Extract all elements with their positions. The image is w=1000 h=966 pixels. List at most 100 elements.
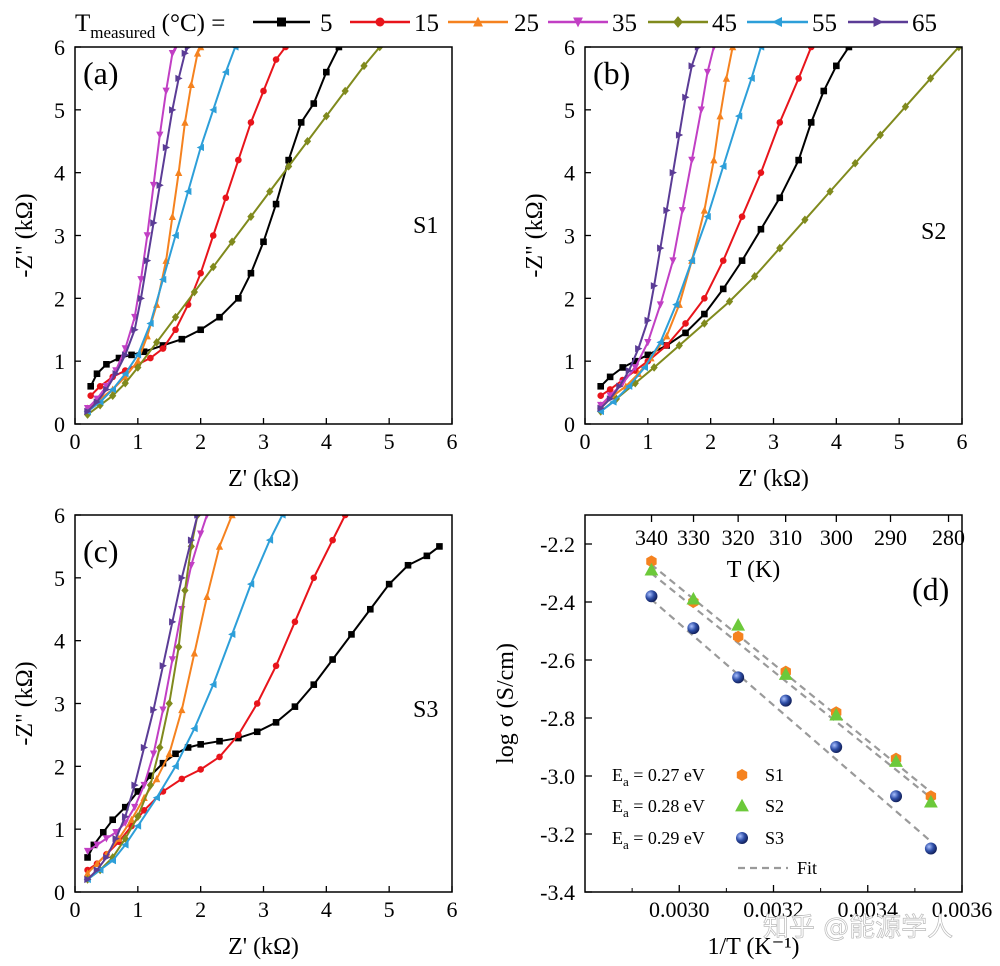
data-point-65 [175,74,183,83]
data-point-35 [606,392,614,400]
data-point-15 [235,731,242,739]
data-point-5 [606,373,614,381]
x-tick-label: 4 [321,429,332,454]
data-point-15 [247,119,255,126]
x-tick-label: 2 [195,897,206,922]
data-point-35 [149,750,158,758]
data-point-45 [209,262,217,272]
x-axis-label: Z' (kΩ) [738,466,809,492]
legend-prefix-sub: measured [90,23,156,42]
data-point-35 [83,404,92,413]
data-point-S2 [923,794,938,808]
data-point-55 [734,112,743,120]
y-tick-label: -2.4 [540,590,575,615]
series-line-25 [600,47,734,406]
data-point-45 [109,391,117,401]
data-point-S2 [731,618,746,631]
legend-ea-main: E [612,765,623,785]
panel-label: (c) [83,533,119,569]
x-tick-label: 5 [894,429,905,454]
legend-ea-sub: a [623,837,629,852]
plot-area [596,47,962,416]
data-point-55 [121,370,129,378]
y-tick-label: -3.0 [540,764,575,789]
legend-ea-S1: Ea = 0.27 eV [612,765,705,789]
data-point-35 [168,656,177,664]
data-point-25 [729,47,737,51]
x-tick-label: 3 [258,897,269,922]
data-point-15 [597,392,605,400]
x-tick-label: 0.0034 [838,897,899,922]
data-point-25 [153,774,161,783]
data-point-45 [121,834,129,843]
legend-label-S2: S2 [765,796,784,816]
data-point-55 [146,319,154,328]
data-point-25 [127,815,136,824]
y-tick-label: 1 [54,817,65,842]
data-point-55 [687,257,696,265]
data-point-15 [682,320,689,327]
y-tick-label: -2.2 [540,532,575,557]
data-point-65 [93,866,101,874]
data-point-S2 [829,707,844,721]
legend-label-5: 5 [320,10,333,37]
panel-c: 0 1 2 3 4 5 6 0 1 2 3 4 5 6 Z' (kΩ) -Z" (kΩ) (c) S3 [12,503,458,960]
data-point-15 [282,47,289,51]
data-point-65 [121,351,130,359]
panel-label: (a) [83,55,119,91]
data-point-45 [247,212,255,221]
legend-label-45: 45 [712,10,737,37]
data-point-25 [197,47,205,51]
data-point-35 [173,47,178,51]
data-point-65 [194,515,202,519]
data-point-65 [184,47,193,51]
y-tick-label: 4 [564,161,575,186]
data-point-65 [657,244,665,252]
data-point-35 [597,401,605,410]
data-point-35 [703,68,712,77]
data-point-15 [235,156,242,164]
legend-label-25: 25 [514,10,539,37]
y-tick-label: 0 [564,412,575,437]
data-point-5 [757,225,765,233]
x-tick-label: 1 [132,897,143,922]
data-point-5 [833,62,840,70]
data-point-65 [178,574,186,582]
data-point-55 [184,187,192,196]
legend-ea-sub: a [623,774,629,789]
data-point-55 [265,536,274,544]
data-point-15 [197,269,204,277]
x-tick-label: 6 [957,429,968,454]
top-tick-label: 330 [677,525,710,550]
legend-marker-25 [473,16,483,27]
y-tick-label: -3.2 [540,822,575,847]
series-line-55 [600,47,762,413]
data-point-15 [329,536,336,544]
data-point-45 [725,297,734,306]
data-point-5 [103,361,110,368]
data-point-15 [341,515,349,519]
data-point-5 [310,100,318,107]
legend-marker-S3 [736,832,748,844]
data-point-45 [171,312,180,322]
series-line-55 [86,47,237,413]
legend-prefix-unit: (°C) = [155,10,225,37]
y-tick-label: 1 [564,349,575,374]
data-point-45 [228,237,236,247]
x-tick-label: 3 [258,429,269,454]
data-point-5 [597,383,605,390]
data-point-5 [140,348,148,356]
data-point-45 [153,338,161,347]
data-point-15 [807,47,815,51]
data-point-35 [140,781,148,790]
x-tick-label: 6 [447,897,458,922]
data-point-55 [756,47,765,51]
data-point-5 [121,803,129,811]
data-point-55 [209,681,217,689]
data-point-5 [99,829,107,836]
legend-label-55: 55 [812,10,837,37]
data-point-65 [682,93,690,101]
data-point-55 [609,398,617,406]
data-point-45 [360,61,368,71]
data-point-5 [701,310,708,318]
